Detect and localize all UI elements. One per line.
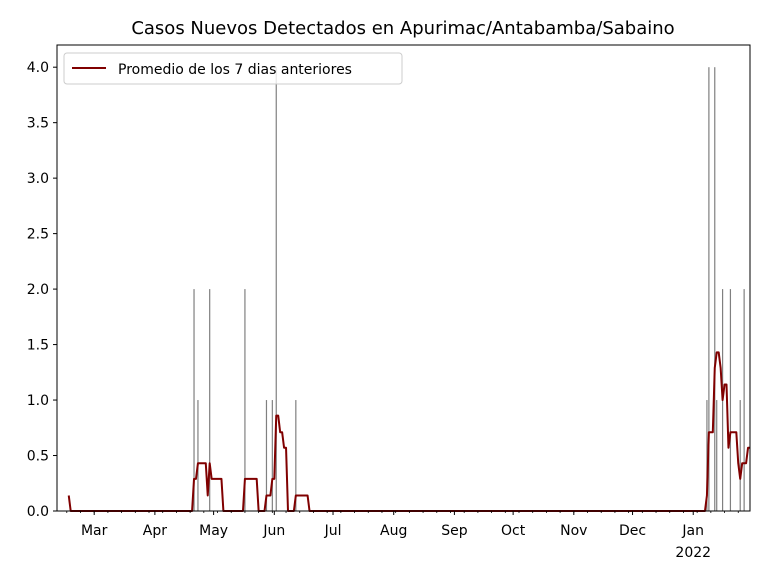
bar [271, 400, 273, 511]
y-tick-label: 4.0 [27, 60, 49, 76]
y-tick-label: 3.5 [27, 116, 49, 132]
y-axis: 0.0 0.5 1.0 1.5 2.0 2.5 3.0 3.5 4.0 [27, 60, 57, 520]
plot-area [67, 67, 750, 512]
bar [708, 67, 710, 511]
legend-box [63, 52, 403, 85]
x-tick-label: Mar [81, 523, 108, 539]
bar [743, 289, 745, 511]
x-tick-label: Nov [560, 523, 587, 539]
x-axis: Mar Apr May Jun Jul Aug Sep Oct Nov Dec Jan 2022 [66, 511, 739, 561]
x-tick-label: Jul [324, 523, 342, 539]
legend: Promedio de los 7 dias anteriores [63, 52, 403, 85]
y-tick-label: 2.0 [27, 282, 49, 298]
x-year-label: 2022 [675, 545, 711, 561]
bar [729, 289, 732, 511]
x-tick-label: Dec [619, 523, 646, 539]
y-tick-label: 1.5 [27, 338, 49, 354]
bar [706, 400, 708, 511]
bar [716, 400, 718, 511]
legend-label: Promedio de los 7 dias anteriores [118, 62, 352, 78]
bar [193, 289, 195, 511]
bar [265, 400, 268, 511]
x-tick-label: Sep [441, 523, 468, 539]
bar [275, 67, 277, 511]
x-tick-label: Aug [380, 523, 407, 539]
y-tick-label: 2.5 [27, 227, 49, 243]
x-tick-label: Oct [501, 523, 526, 539]
bar [209, 289, 211, 511]
bar [244, 289, 246, 511]
x-tick-label: Apr [143, 523, 167, 539]
axes-frame [56, 44, 751, 512]
average-line [67, 351, 750, 512]
x-tick-label: May [199, 523, 228, 539]
chart-title: Casos Nuevos Detectados en Apurimac/Anta… [131, 18, 674, 39]
bar [714, 67, 716, 511]
x-tick-label: Jun [262, 523, 285, 539]
y-tick-label: 1.0 [27, 393, 49, 409]
bar [197, 400, 199, 511]
x-tick-label: Jan [681, 523, 704, 539]
y-tick-label: 0.0 [27, 504, 49, 520]
y-tick-label: 3.0 [27, 171, 49, 187]
bar [295, 400, 297, 511]
bar [739, 400, 741, 511]
y-tick-label: 0.5 [27, 449, 49, 465]
